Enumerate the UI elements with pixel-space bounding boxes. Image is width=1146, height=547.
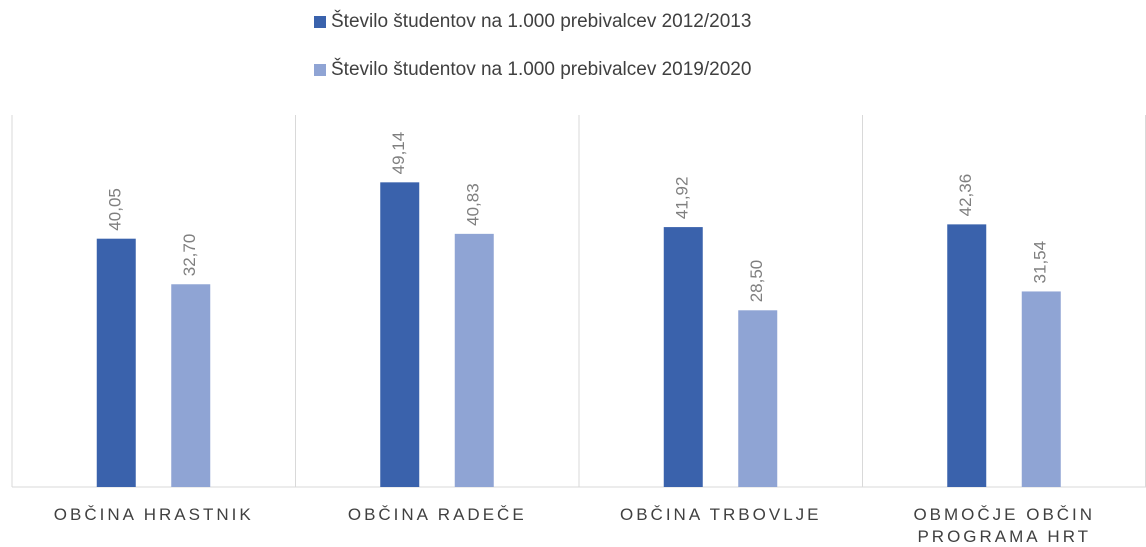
data-label: 40,05 xyxy=(106,188,125,231)
legend-label: Število študentov na 1.000 prebivalcev 2… xyxy=(331,58,751,80)
bar xyxy=(380,182,420,487)
bar xyxy=(171,284,211,487)
x-tick-label: OBČINA TRBOVLJE xyxy=(619,505,822,524)
bar xyxy=(1021,291,1061,487)
data-label: 31,54 xyxy=(1031,241,1050,284)
x-tick-label: OBMOČJE OBČIN PROGRAMA HRT xyxy=(913,505,1096,546)
legend-label: Število študentov na 1.000 prebivalcev 2… xyxy=(331,10,751,32)
bar xyxy=(663,227,703,487)
data-label: 41,92 xyxy=(673,177,692,220)
data-label: 42,36 xyxy=(956,174,975,217)
bar xyxy=(454,233,494,487)
legend-swatch xyxy=(314,64,326,76)
legend-swatch xyxy=(314,16,326,28)
x-tick-label: OBČINA HRASTNIK xyxy=(53,505,254,524)
bar xyxy=(947,224,987,488)
data-label: 40,83 xyxy=(464,183,483,226)
data-label: 28,50 xyxy=(747,260,766,303)
bar xyxy=(738,310,778,487)
x-tick-label: OBČINA RADEČE xyxy=(347,505,527,524)
data-label: 49,14 xyxy=(389,132,408,175)
bar xyxy=(96,238,136,487)
data-label: 32,70 xyxy=(180,234,199,277)
